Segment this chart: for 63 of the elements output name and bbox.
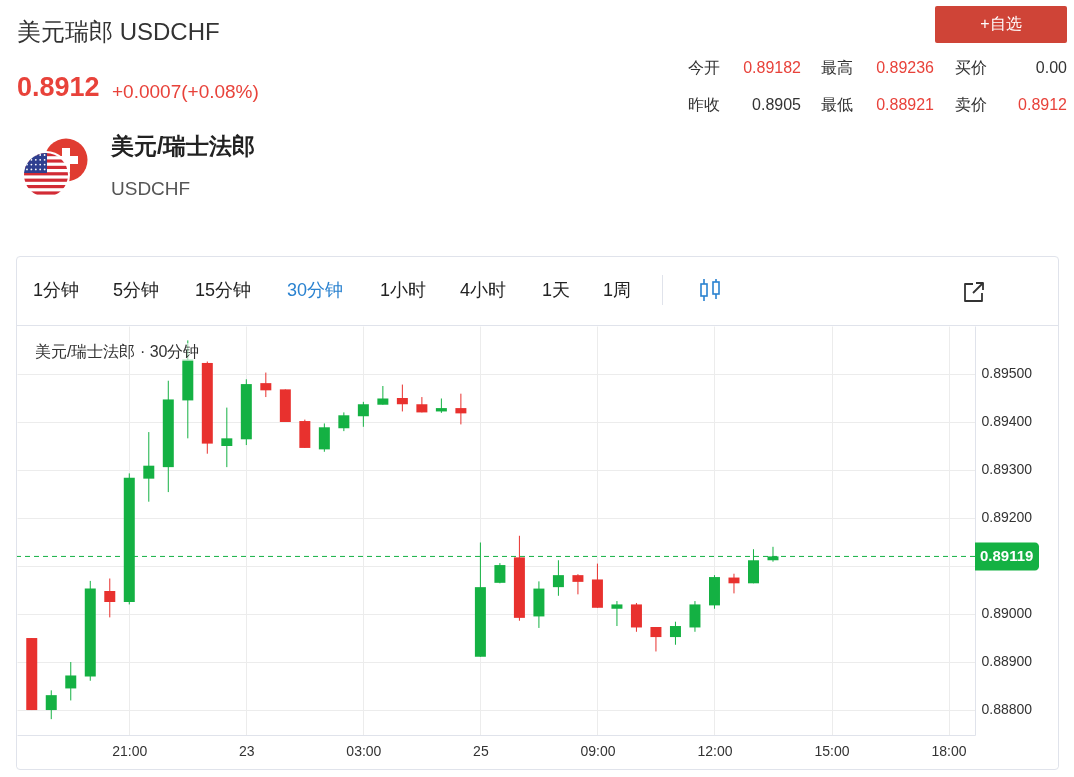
x-tick-label: 09:00 (580, 742, 616, 759)
candlestick (650, 626, 662, 652)
text: 最高 (821, 59, 853, 78)
candlestick (143, 431, 155, 503)
y-tick-label: 0.89300 (981, 461, 1033, 478)
candlestick (260, 372, 272, 398)
candlestick (572, 573, 584, 595)
y-tick-label: 0.89500 (981, 365, 1033, 382)
candlestick (669, 621, 681, 646)
x-tick-label: 25 (473, 742, 489, 759)
candlestick (611, 600, 623, 627)
text: 30分钟 (287, 280, 344, 301)
y-tick-label: 0.88800 (981, 701, 1033, 718)
text: 美元/瑞士法郎 (111, 133, 256, 160)
candlestick (338, 411, 350, 432)
text: 昨收 (688, 96, 720, 115)
candlestick (552, 559, 564, 597)
text: 1天 (542, 280, 571, 301)
text: 美元/瑞士法郎 · 30分钟 (33, 343, 202, 362)
text: 1分钟 (33, 280, 80, 301)
text: 4小时 (460, 280, 507, 301)
text: +0.0007(+0.08%) (112, 81, 259, 103)
y-tick-label: 0.88900 (981, 653, 1033, 670)
text: 0.00 (1035, 59, 1067, 78)
text: 0.88921 (876, 96, 934, 115)
x-tick-label: 23 (239, 742, 255, 759)
x-tick-label: 12:00 (697, 742, 733, 759)
candlestick (221, 407, 233, 468)
text: 1小时 (380, 280, 427, 301)
y-tick-label: 0.89200 (981, 509, 1033, 526)
text: 0.8912 (17, 72, 100, 104)
text: USDCHF (111, 178, 191, 200)
text: 卖价 (955, 96, 987, 115)
candlestick (396, 384, 408, 412)
candlestick (689, 600, 701, 633)
candlestick (357, 401, 369, 428)
candlestick (455, 393, 467, 425)
text: 15分钟 (195, 280, 252, 301)
candlestick (416, 396, 428, 413)
y-tick-label: 0.89400 (981, 413, 1033, 430)
candlestick (630, 602, 642, 633)
text: 0.8905 (752, 96, 801, 115)
x-tick-label: 03:00 (346, 742, 382, 759)
x-tick-label: 15:00 (814, 742, 850, 759)
candlestick (45, 689, 57, 720)
text: 0.89236 (876, 59, 934, 78)
candlestick (104, 578, 116, 618)
x-tick-label: 21:00 (112, 742, 148, 759)
candlestick (377, 385, 389, 406)
y-tick-label: 0.89000 (981, 605, 1033, 622)
text: 0.8912 (1018, 96, 1067, 115)
candlestick (65, 661, 77, 701)
text: +自选 (979, 15, 1023, 34)
ref-line-label: 0.89119 (980, 547, 1034, 565)
text: 1周 (603, 280, 632, 301)
candlestick (318, 422, 330, 453)
text: 5分钟 (113, 280, 160, 301)
text: 最低 (821, 96, 853, 115)
text: 0.89182 (743, 59, 801, 78)
text: 今开 (688, 59, 720, 78)
x-tick-label: 18:00 (931, 742, 967, 759)
text: 买价 (955, 59, 987, 78)
text: 美元瑞郎 USDCHF (17, 18, 220, 46)
